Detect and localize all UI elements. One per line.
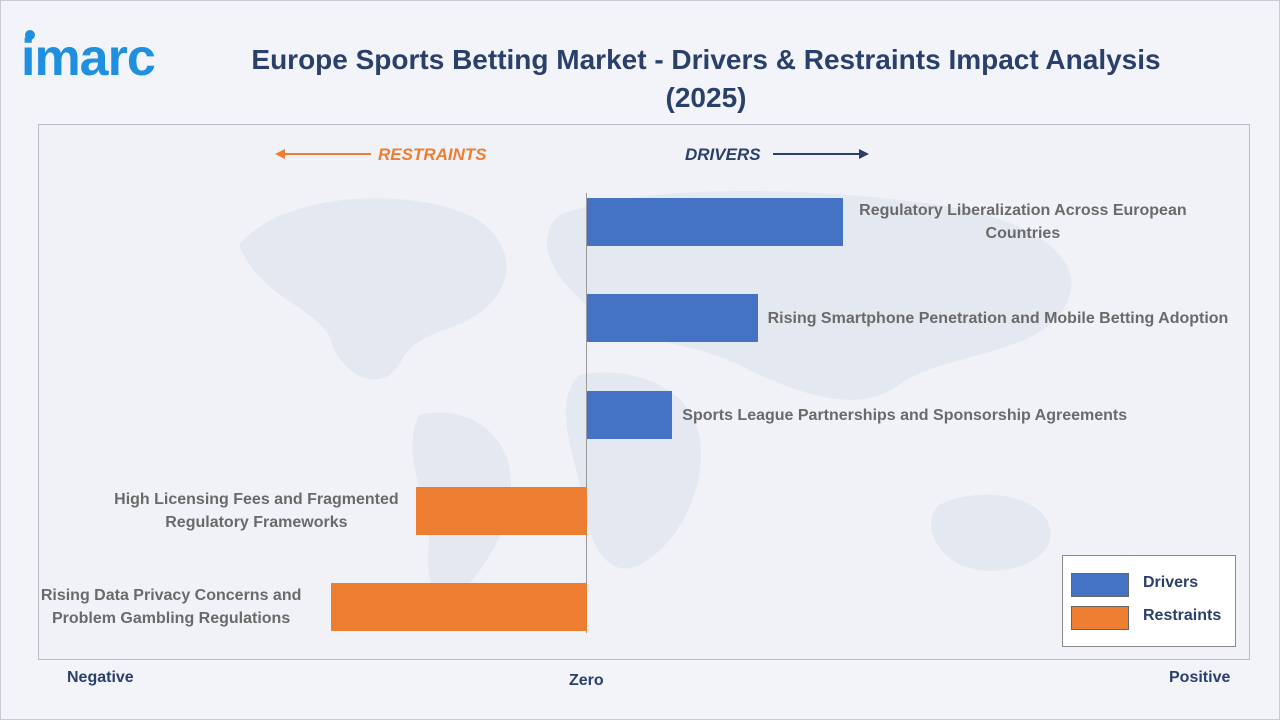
axis-positive-label: Positive xyxy=(1169,669,1231,686)
bar-label-2: Rising Smartphone Penetration and Mobile… xyxy=(767,310,1229,328)
legend-item-restraints: Restraints xyxy=(1071,604,1231,630)
drivers-direction-label: DRIVERS xyxy=(685,145,761,164)
bar-driver-1 xyxy=(587,198,843,246)
restraints-arrow-icon xyxy=(275,149,371,159)
bar-label-4: High Licensing Fees and Fragmented Regula… xyxy=(114,490,399,531)
bar-label-3: Sports League Partnerships and Sponsorsh… xyxy=(682,406,1128,424)
logo-text: imarc xyxy=(21,29,155,87)
bar-driver-2 xyxy=(587,294,758,343)
imarc-logo: imarc xyxy=(21,29,156,87)
drivers-arrow-icon xyxy=(773,149,869,159)
legend-label-restraints: Restraints xyxy=(1143,607,1222,624)
legend: Drivers Restraints xyxy=(1062,555,1236,647)
axis-zero-label: Zero xyxy=(569,672,604,689)
legend-label-drivers: Drivers xyxy=(1143,574,1199,591)
axis-negative-label: Negative xyxy=(67,669,134,686)
legend-swatch-restraints xyxy=(1071,606,1129,630)
chart-title: Europe Sports Betting Market - Drivers &… xyxy=(251,44,1161,113)
bar-restraint-4 xyxy=(416,486,587,535)
bar-label-1: Regulatory Liberalization Across Europea… xyxy=(859,202,1187,242)
legend-swatch-drivers xyxy=(1071,573,1129,597)
bar-driver-3 xyxy=(587,390,673,439)
bar-label-5: Rising Data Privacy Concerns and Problem … xyxy=(40,587,302,628)
restraints-direction-label: RESTRAINTS xyxy=(378,145,487,164)
legend-item-drivers: Drivers xyxy=(1071,571,1231,597)
bar-restraint-5 xyxy=(331,583,587,632)
zero-axis-line xyxy=(586,193,587,633)
